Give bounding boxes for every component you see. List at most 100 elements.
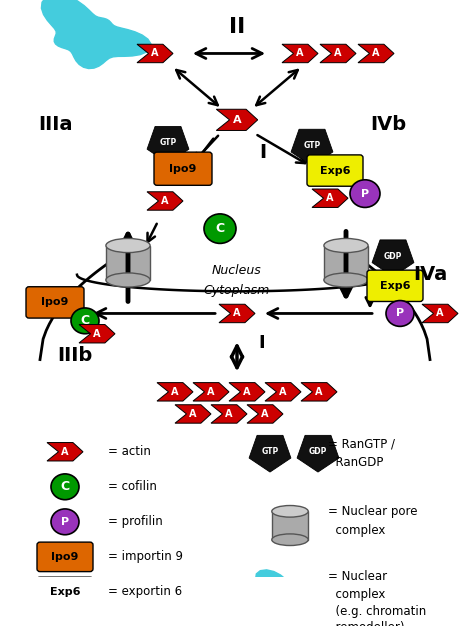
Polygon shape [320,44,356,63]
Text: A: A [93,329,101,339]
Text: (e.g. chromatin: (e.g. chromatin [328,605,426,618]
Text: Cytoplasm: Cytoplasm [204,284,270,297]
Text: C: C [81,314,90,327]
Ellipse shape [272,506,308,517]
Ellipse shape [324,273,368,287]
Text: RanGDP: RanGDP [328,456,383,470]
Text: GTP: GTP [303,141,320,150]
Text: A: A [225,409,233,419]
Text: Nucleus: Nucleus [212,264,262,277]
Ellipse shape [106,273,150,287]
Polygon shape [358,44,394,63]
Text: A: A [243,387,251,397]
Text: complex: complex [328,588,385,601]
Polygon shape [265,382,301,401]
Circle shape [204,214,236,244]
Polygon shape [255,570,329,618]
Text: A: A [296,48,304,58]
Ellipse shape [106,239,150,252]
Text: IVa: IVa [413,265,447,284]
Polygon shape [229,382,265,401]
Text: GDP: GDP [309,447,327,456]
Text: II: II [229,17,245,36]
FancyBboxPatch shape [367,270,423,302]
Text: Exp6: Exp6 [50,587,80,597]
Polygon shape [41,0,151,68]
Polygon shape [106,245,150,280]
Polygon shape [301,382,337,401]
Ellipse shape [272,534,308,545]
Text: P: P [396,309,404,319]
Text: A: A [189,409,197,419]
FancyBboxPatch shape [307,155,363,187]
Text: = Nuclear pore: = Nuclear pore [328,505,418,518]
Polygon shape [147,126,189,163]
Text: A: A [326,193,334,203]
Text: A: A [61,447,69,457]
Polygon shape [147,192,183,210]
Circle shape [51,509,79,535]
FancyBboxPatch shape [37,542,93,572]
Polygon shape [137,44,173,63]
Text: A: A [315,387,323,397]
Text: GDP: GDP [384,252,402,261]
Text: GTP: GTP [159,138,177,147]
Text: = profilin: = profilin [108,515,163,528]
Text: C: C [216,222,225,235]
Text: Ipo9: Ipo9 [51,552,79,562]
Text: IVb: IVb [370,115,406,134]
Polygon shape [47,443,83,461]
Text: = importin 9: = importin 9 [108,550,183,563]
Text: A: A [334,48,342,58]
Polygon shape [211,405,247,423]
Text: A: A [436,309,444,319]
Polygon shape [193,382,229,401]
Text: P: P [361,188,369,198]
Text: = exportin 6: = exportin 6 [108,585,182,598]
Text: P: P [61,517,69,527]
Text: complex: complex [328,523,385,536]
Circle shape [51,474,79,500]
Text: Ipo9: Ipo9 [169,164,197,174]
Text: A: A [233,309,241,319]
Polygon shape [297,435,339,472]
Text: Exp6: Exp6 [320,165,350,175]
FancyBboxPatch shape [37,577,93,607]
Text: A: A [161,196,169,206]
Text: C: C [61,480,70,493]
FancyBboxPatch shape [154,152,212,185]
Text: A: A [207,387,215,397]
Polygon shape [157,382,193,401]
Circle shape [350,180,380,207]
Text: GTP: GTP [261,447,279,456]
Polygon shape [216,110,258,130]
Polygon shape [219,304,255,322]
Circle shape [386,300,414,326]
Polygon shape [79,324,115,343]
Circle shape [71,308,99,334]
Text: A: A [279,387,287,397]
Text: A: A [233,115,241,125]
Polygon shape [422,304,458,322]
FancyBboxPatch shape [26,287,84,318]
Text: IIIa: IIIa [38,115,72,134]
Text: A: A [171,387,179,397]
Polygon shape [312,189,348,207]
Text: A: A [372,48,380,58]
Text: I: I [259,143,266,162]
Polygon shape [249,435,291,472]
Text: Ipo9: Ipo9 [41,297,69,307]
Polygon shape [372,240,414,277]
Text: = actin: = actin [108,445,151,458]
Text: I: I [259,334,265,352]
Text: = cofilin: = cofilin [108,480,157,493]
Text: A: A [151,48,159,58]
Text: remodeller): remodeller) [328,622,404,626]
Text: = Nuclear: = Nuclear [328,570,387,583]
Text: = RanGTP /: = RanGTP / [328,438,395,451]
Text: A: A [261,409,269,419]
Polygon shape [291,129,333,166]
Polygon shape [282,44,318,63]
Text: IIIb: IIIb [57,346,92,365]
Polygon shape [175,405,211,423]
